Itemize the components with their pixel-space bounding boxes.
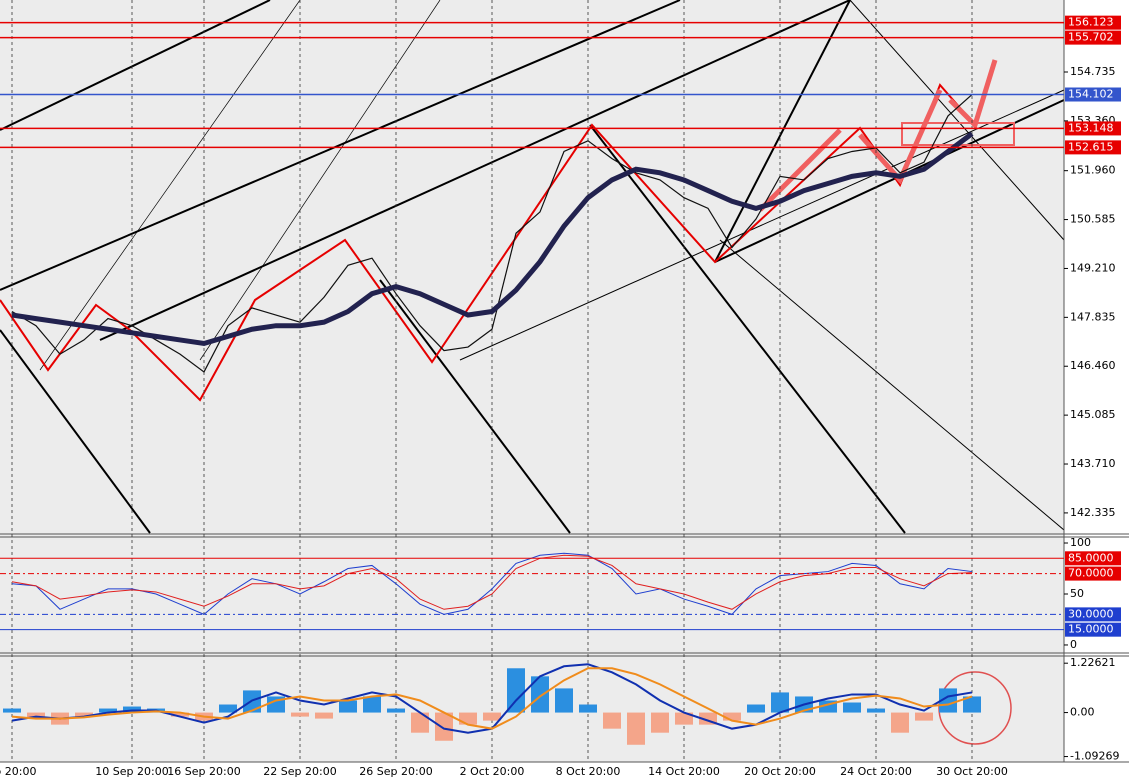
y-tick-label: 145.085 (1070, 408, 1116, 421)
level-label-box (1065, 551, 1121, 566)
histogram-bar (651, 712, 669, 733)
level-label-box (1065, 566, 1121, 581)
level-label: 155.702 (1068, 31, 1114, 44)
histogram-bar (939, 688, 957, 713)
y-tick-label: 150.585 (1070, 213, 1116, 226)
histogram-bar (315, 712, 333, 719)
x-tick-label: 16 Sep 20:00 (167, 765, 240, 778)
date-axis-area (0, 762, 1129, 781)
histogram-bar (435, 712, 453, 741)
histogram-bar (555, 688, 573, 713)
histogram-bar (963, 696, 981, 713)
y-tick-label: -1.09269 (1070, 750, 1119, 763)
y-tick-label: 151.960 (1070, 164, 1116, 177)
oscillator-line (11, 552, 973, 615)
histogram-bar (747, 704, 765, 713)
y-tick-label: 146.460 (1070, 359, 1116, 372)
level-label-box (1065, 87, 1121, 102)
level-label-box (1065, 607, 1121, 622)
y-tick-label: 100 (1070, 536, 1091, 549)
level-label-box (1065, 622, 1121, 637)
x-tick-label: 2 Oct 20:00 (460, 765, 525, 778)
x-tick-label: 8 Oct 20:00 (556, 765, 621, 778)
y-tick-label: 143.710 (1070, 457, 1116, 470)
histogram-bar (723, 712, 741, 721)
histogram-bar (171, 712, 189, 717)
level-label: 15.0000 (1068, 623, 1114, 636)
histogram-bar (339, 700, 357, 713)
histogram-bar (675, 712, 693, 725)
histogram-bar (483, 712, 501, 721)
y-tick-label: 50 (1070, 587, 1084, 600)
histogram-bar (627, 712, 645, 745)
histogram-bar (891, 712, 909, 733)
histogram-bar (27, 712, 45, 719)
x-tick-label: 14 Oct 20:00 (648, 765, 720, 778)
y-tick-label: 142.335 (1070, 506, 1116, 519)
trend-lines (0, 0, 1065, 534)
y-tick-label: 0.00 (1070, 706, 1095, 719)
histogram-bar (219, 704, 237, 713)
level-label: 30.0000 (1068, 607, 1114, 620)
level-label: 70.0000 (1068, 567, 1114, 580)
x-tick-label: 30 Oct 20:00 (936, 765, 1008, 778)
level-label-box (1065, 140, 1121, 155)
histogram-bar (459, 712, 477, 725)
level-label: 156.123 (1068, 16, 1114, 29)
price-line (11, 94, 973, 373)
histogram-bar (579, 704, 597, 713)
x-tick-label: 22 Sep 20:00 (263, 765, 336, 778)
histogram-bar (843, 702, 861, 713)
histogram-bar (3, 708, 21, 713)
histogram-bar (411, 712, 429, 733)
y-tick-label: 1.22621 (1070, 656, 1116, 669)
level-label: 85.0000 (1068, 551, 1114, 564)
x-tick-label: 26 Sep 20:00 (359, 765, 432, 778)
y-tick-label: 147.835 (1070, 310, 1116, 323)
level-label-box (1065, 121, 1121, 136)
panel-borders (0, 0, 1129, 763)
histogram-bar (603, 712, 621, 729)
histogram-bar (387, 708, 405, 713)
histogram-bar (531, 676, 549, 713)
histogram-bar (99, 708, 117, 713)
x-tick-label: 10 Sep 20:00 (95, 765, 168, 778)
level-label: 153.148 (1068, 121, 1114, 134)
histogram-bar (867, 708, 885, 713)
histogram-bar (915, 712, 933, 721)
projection-arrows (758, 59, 998, 212)
histogram-bar (75, 712, 93, 717)
level-label-box (1065, 15, 1121, 30)
x-tick-label: 24 Oct 20:00 (840, 765, 912, 778)
y-tick-label: 149.210 (1070, 261, 1116, 274)
macd-line (11, 667, 973, 730)
moving-average (11, 131, 974, 347)
y-tick-label: 0 (1070, 638, 1077, 651)
histogram-bar (771, 692, 789, 713)
y-tick-label: 154.735 (1070, 65, 1116, 78)
oscillator-line (11, 554, 973, 610)
level-label-box (1065, 30, 1121, 45)
x-tick-label: ep 20:00 (0, 765, 36, 778)
histogram-bar (507, 668, 525, 713)
histogram-bar (363, 696, 381, 713)
histogram-bar (291, 712, 309, 717)
level-label: 152.615 (1068, 140, 1114, 153)
x-tick-label: 20 Oct 20:00 (744, 765, 816, 778)
level-label: 154.102 (1068, 88, 1114, 101)
histogram-bar (123, 706, 141, 713)
